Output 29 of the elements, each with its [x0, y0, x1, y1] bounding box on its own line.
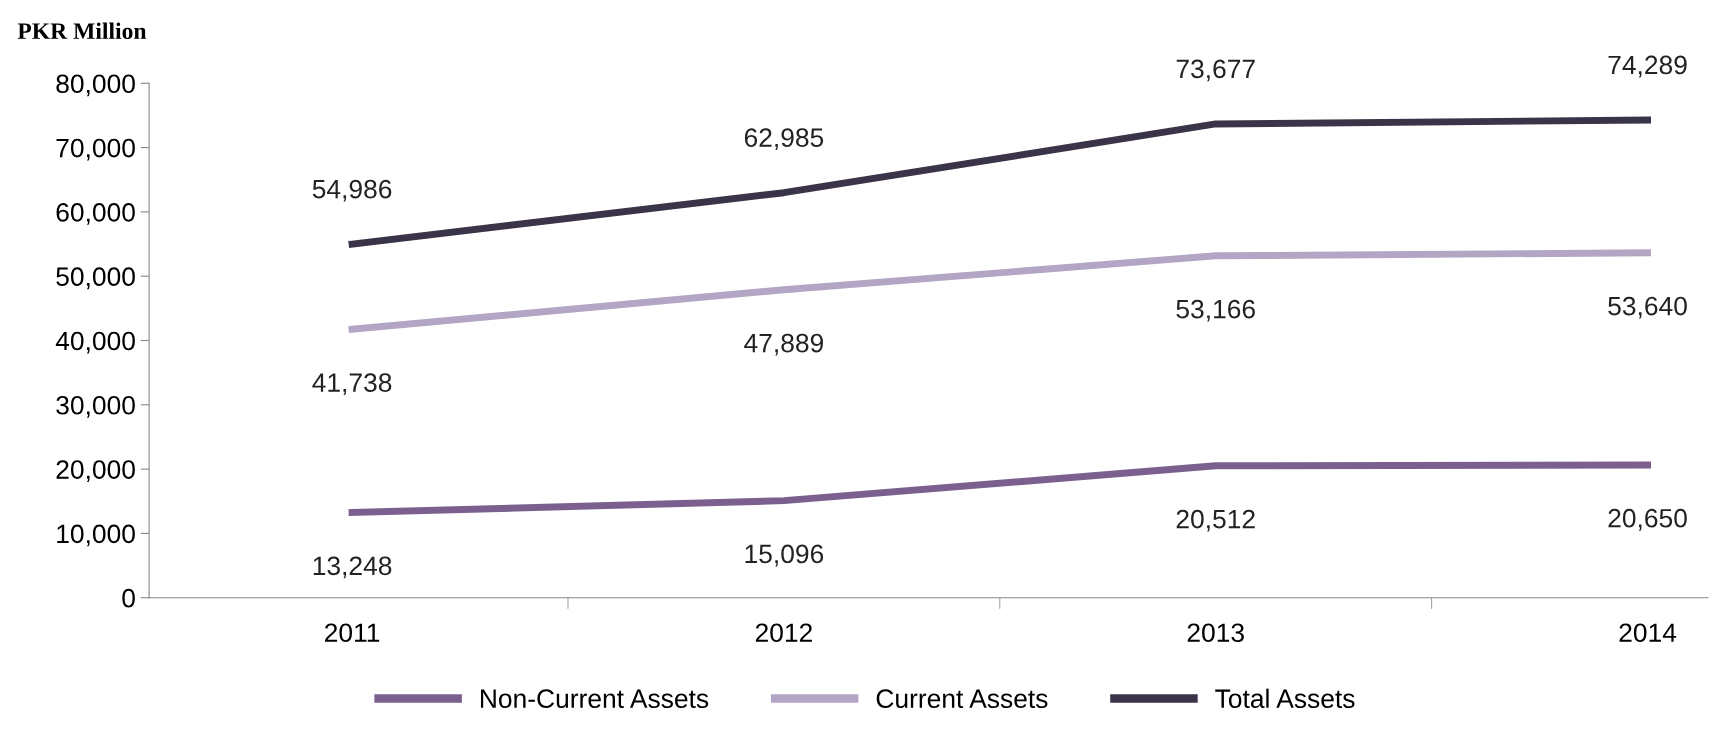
- x-tick-label: 2014: [1619, 623, 1677, 643]
- x-tick-label: 2012: [755, 623, 812, 643]
- y-tick-label: 30,000: [56, 395, 135, 418]
- data-label: 53,166: [1176, 299, 1255, 322]
- y-axis-title: PKR Million: [17, 22, 147, 40]
- legend-label: Non-Current Assets: [481, 689, 709, 709]
- x-tick-label: 2011: [325, 623, 380, 643]
- data-label: 41,738: [312, 373, 392, 396]
- data-label: 74,289: [1608, 55, 1687, 78]
- y-tick-label: 70,000: [56, 138, 135, 161]
- y-tick-label: 80,000: [56, 74, 135, 97]
- data-label: 13,248: [313, 556, 392, 579]
- y-tick-label: 60,000: [56, 203, 135, 225]
- legend-label: Current Assets: [876, 689, 1048, 709]
- data-label: 15,096: [745, 544, 824, 567]
- legend-label: Total Assets: [1215, 688, 1355, 709]
- data-label: 62,985: [744, 128, 824, 151]
- y-tick-label: 0: [122, 588, 135, 608]
- x-tick-label: 2013: [1187, 623, 1244, 643]
- data-label: 20,650: [1608, 508, 1687, 531]
- data-label: 47,889: [744, 333, 824, 356]
- y-tick-label: 10,000: [57, 524, 135, 547]
- y-tick-label: 20,000: [56, 460, 135, 483]
- data-label: 54,986: [312, 179, 392, 202]
- y-tick-label: 50,000: [56, 267, 135, 290]
- data-label: 53,640: [1608, 296, 1687, 319]
- data-label: 73,677: [1176, 59, 1255, 82]
- data-label: 20,512: [1176, 509, 1255, 532]
- y-tick-label: 40,000: [55, 331, 135, 354]
